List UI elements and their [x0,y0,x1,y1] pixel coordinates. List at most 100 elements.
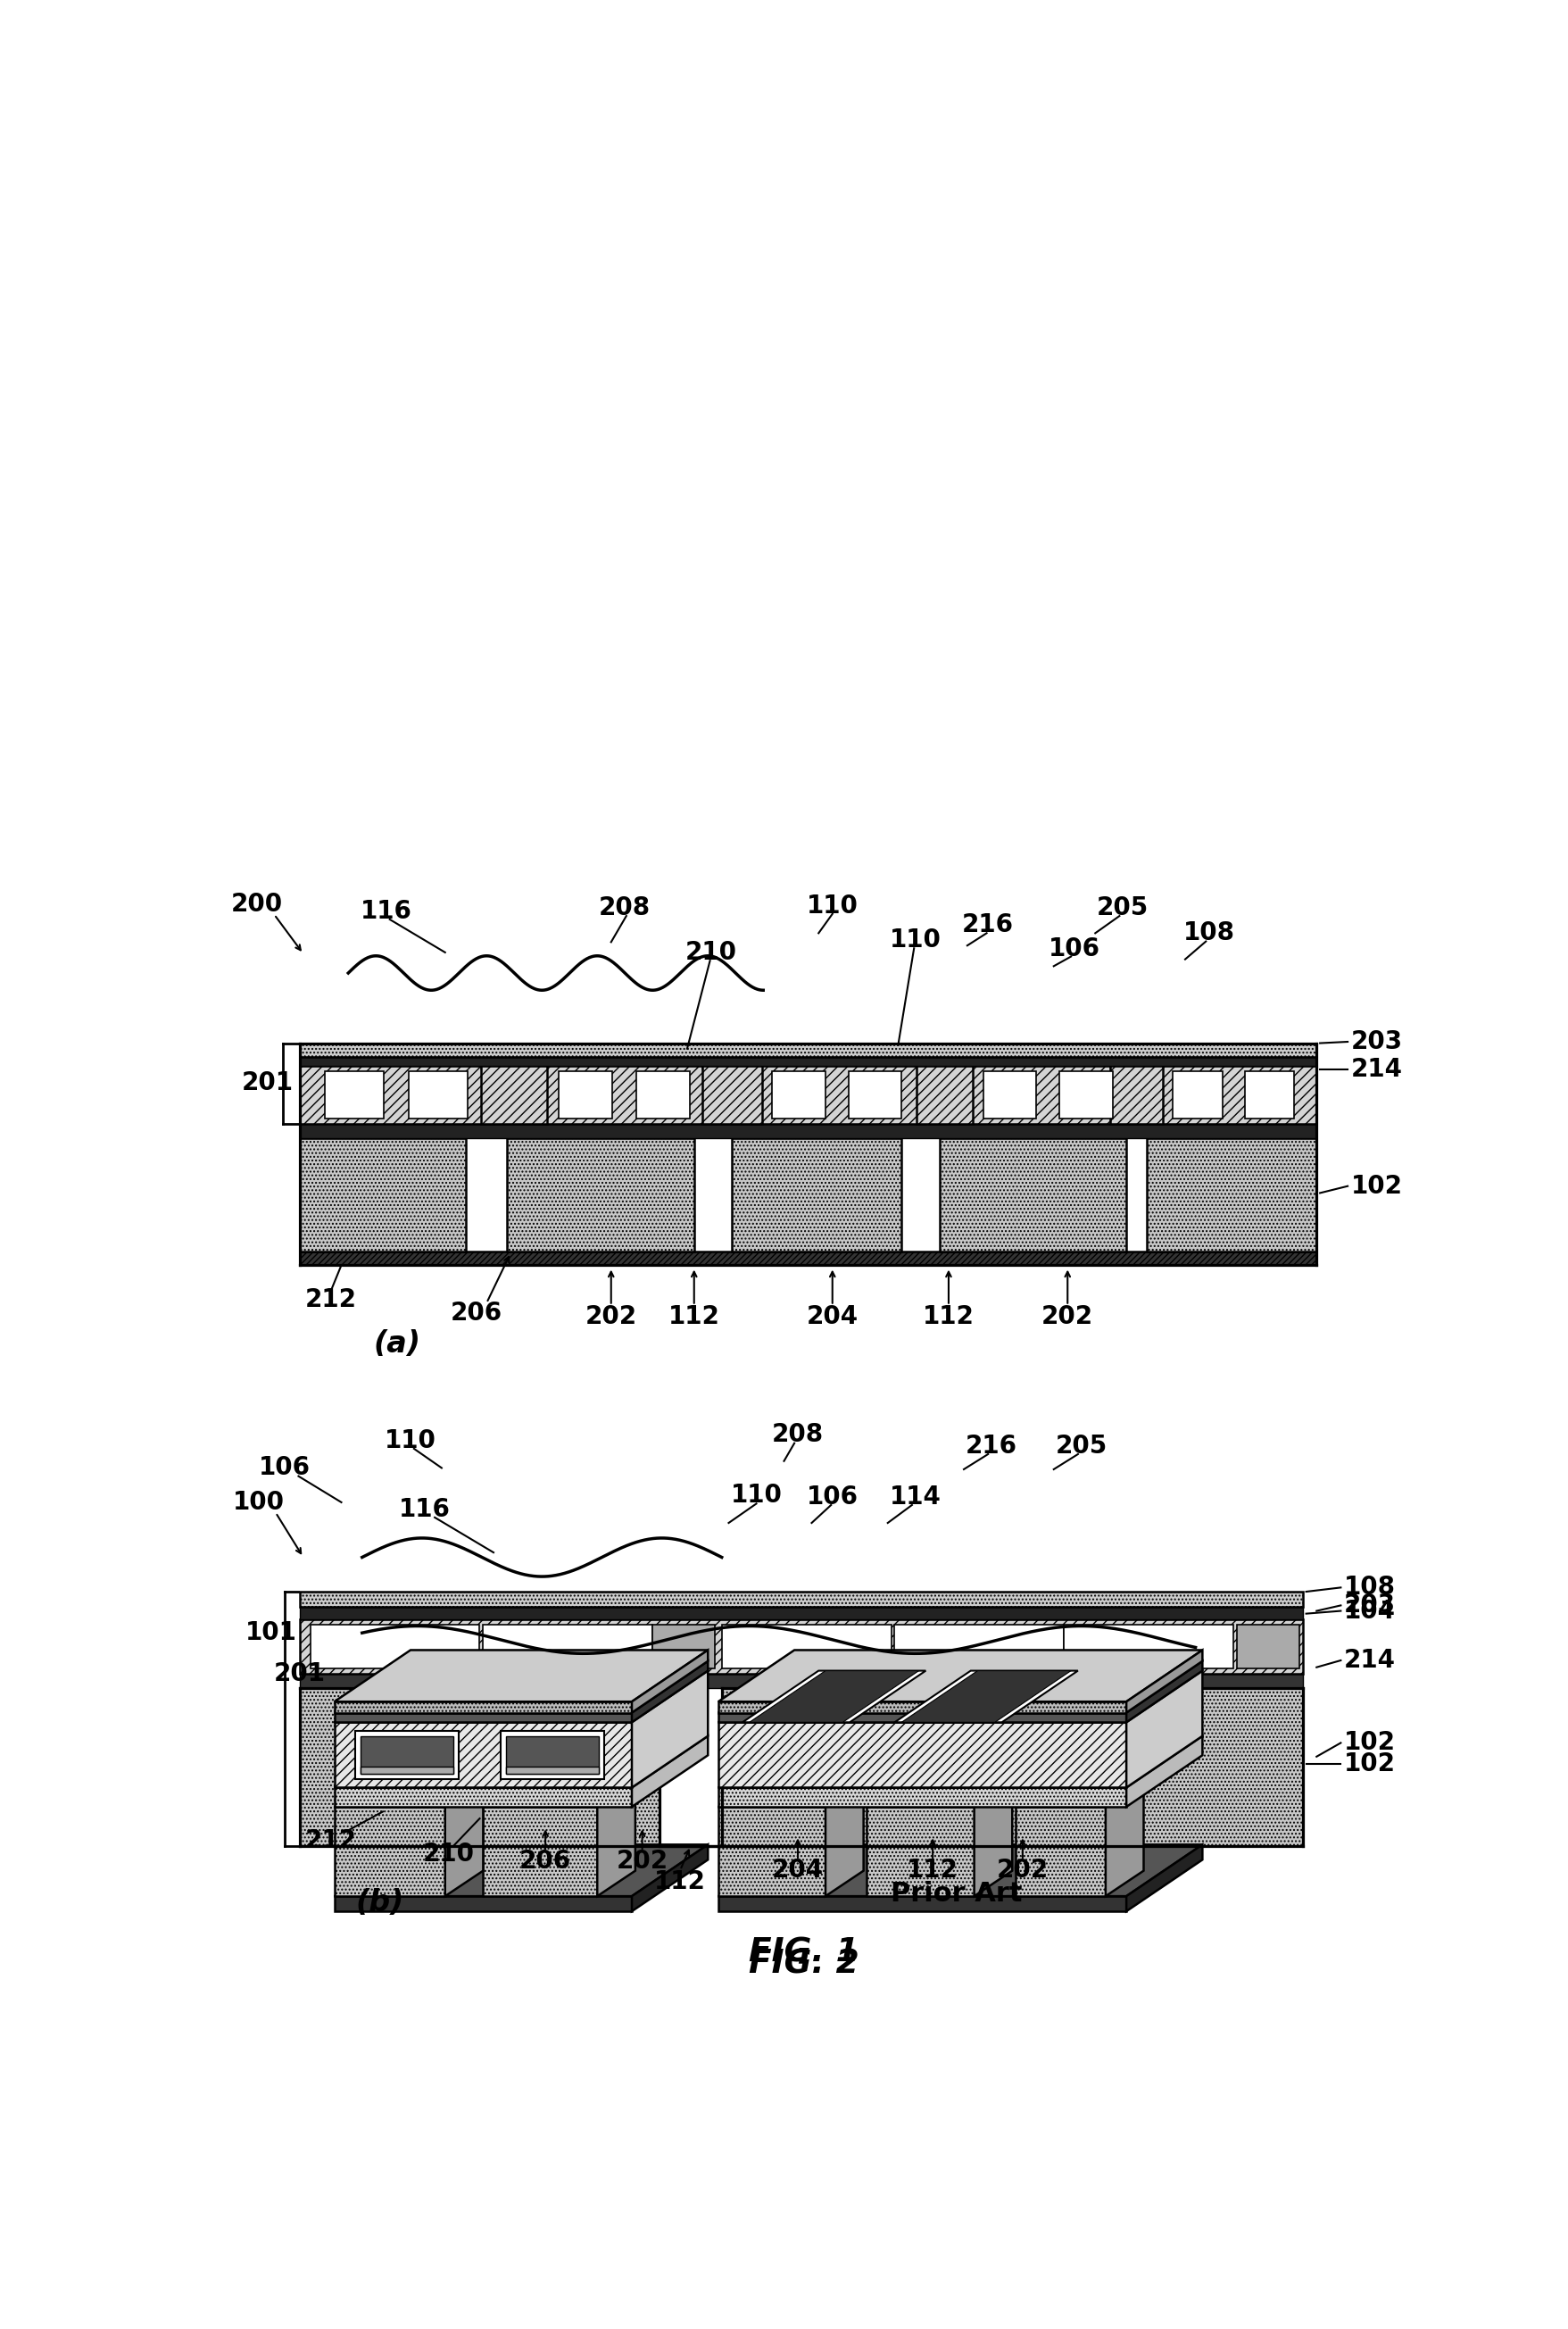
Bar [983,1071,1036,1118]
Bar [721,1626,891,1668]
Bar [535,1067,715,1125]
Bar [1171,1071,1221,1118]
Text: 110: 110 [806,892,858,918]
Polygon shape [867,1782,1011,1807]
Polygon shape [334,1845,707,1896]
Polygon shape [742,1670,925,1721]
Text: 102: 102 [1344,1751,1396,1777]
Bar [848,1071,902,1118]
Polygon shape [334,1735,707,1789]
Bar [1058,1071,1112,1118]
Text: 201: 201 [241,1071,293,1095]
Text: 214: 214 [1344,1649,1396,1672]
Bar [1236,1626,1298,1668]
Text: 200: 200 [230,892,282,918]
Polygon shape [632,1649,707,1712]
Text: 108: 108 [1182,920,1234,946]
Polygon shape [825,1782,862,1896]
Polygon shape [1014,1782,1143,1807]
Bar [299,1675,1301,1689]
Text: FIG. 2: FIG. 2 [748,1947,859,1980]
Text: 205: 205 [1096,894,1148,920]
Polygon shape [1110,1067,1162,1125]
Bar [299,1043,1316,1057]
Bar [483,1626,652,1668]
Text: 205: 205 [1055,1432,1107,1458]
Polygon shape [334,1702,632,1712]
Text: 110: 110 [889,927,941,953]
Polygon shape [1110,1067,1162,1125]
Polygon shape [632,1735,707,1807]
Text: 208: 208 [771,1423,823,1446]
Text: 210: 210 [685,941,737,964]
Bar [310,1626,480,1668]
Bar [299,1591,1301,1607]
Polygon shape [974,1782,1011,1896]
Polygon shape [718,1721,1126,1789]
Text: 202: 202 [616,1849,668,1873]
Polygon shape [902,1670,1071,1721]
Text: (b): (b) [354,1886,403,1917]
Text: 202: 202 [585,1304,637,1330]
Polygon shape [718,1735,1201,1789]
Text: 110: 110 [384,1428,436,1453]
Text: 202: 202 [996,1859,1047,1882]
Polygon shape [1126,1845,1201,1912]
Text: 206: 206 [450,1302,502,1325]
Polygon shape [1105,1782,1143,1896]
Text: 216: 216 [961,913,1013,936]
Bar [635,1071,690,1118]
Bar [505,1768,599,1775]
Text: 116: 116 [398,1498,450,1521]
Polygon shape [702,1067,762,1125]
Polygon shape [1126,1670,1201,1789]
Polygon shape [718,1896,1126,1912]
Polygon shape [334,1712,632,1721]
Polygon shape [702,1067,762,1125]
Polygon shape [718,1789,1126,1807]
Bar [960,1067,1137,1125]
Text: 104: 104 [1344,1598,1396,1623]
Text: 106: 106 [806,1484,858,1509]
Text: 201: 201 [274,1661,326,1686]
Text: (a): (a) [373,1330,420,1358]
Bar [750,1067,925,1125]
Text: 208: 208 [599,894,651,920]
Text: Prior Art: Prior Art [891,1882,1022,1907]
Text: 216: 216 [964,1432,1016,1458]
Bar [299,1125,1316,1139]
Polygon shape [334,1670,707,1721]
Text: 112: 112 [906,1859,958,1882]
Text: 100: 100 [232,1491,284,1514]
Text: 204: 204 [771,1859,823,1882]
Text: 112: 112 [668,1304,720,1330]
Polygon shape [334,1661,707,1712]
Polygon shape [632,1670,707,1789]
Bar [500,1730,604,1779]
Polygon shape [1014,1807,1105,1896]
Bar [652,1626,715,1668]
Polygon shape [1126,1649,1201,1712]
Polygon shape [483,1782,635,1807]
Polygon shape [481,1067,547,1125]
Text: 106: 106 [1047,936,1099,962]
Polygon shape [718,1649,1201,1702]
Bar [558,1071,612,1118]
Bar [505,1735,599,1775]
Polygon shape [632,1845,707,1912]
Text: 110: 110 [731,1484,782,1507]
Bar [1149,1067,1316,1125]
Text: 108: 108 [1344,1574,1396,1600]
Bar [1243,1071,1294,1118]
Polygon shape [334,1896,632,1912]
Text: FIG. 1: FIG. 1 [748,1935,859,1968]
Text: 112: 112 [922,1304,974,1330]
Text: 206: 206 [519,1849,571,1873]
Polygon shape [334,1807,445,1896]
Polygon shape [718,1782,862,1807]
Text: 212: 212 [304,1828,356,1854]
Polygon shape [916,1067,972,1125]
Text: 214: 214 [1350,1057,1402,1081]
Text: 102: 102 [1344,1730,1396,1756]
Polygon shape [481,1067,547,1125]
